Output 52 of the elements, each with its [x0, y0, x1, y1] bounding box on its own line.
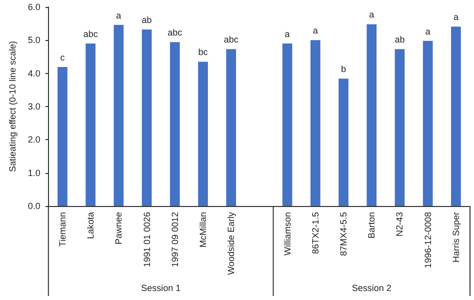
bar: [422, 40, 433, 206]
y-tick-label: 0.0: [28, 201, 40, 211]
bar: [282, 43, 292, 206]
data-label: a: [369, 10, 374, 20]
x-tick-label: Harris Super: [450, 212, 461, 263]
data-label: ab: [394, 34, 405, 45]
bar: [366, 24, 377, 206]
data-label: abc: [83, 28, 98, 39]
data-label: b: [341, 64, 346, 74]
data-label: a: [284, 28, 290, 39]
y-tick-label: 3.0: [28, 102, 40, 112]
text: Session 1: [141, 283, 181, 293]
x-tick-label: 1996-12-0008: [422, 212, 433, 268]
data-label: a: [453, 12, 458, 22]
x-tick-label: 87MX4-5.5: [338, 212, 349, 256]
x-tick-label: Tiemann: [57, 212, 68, 247]
bar: [58, 67, 68, 206]
bar: [338, 78, 348, 206]
bar: [198, 62, 208, 206]
x-tick-label: Pawnee: [114, 212, 124, 245]
x-tick-label: N2-43: [394, 212, 405, 237]
bar: [451, 26, 461, 206]
data-label: ab: [142, 15, 152, 26]
data-label: abc: [168, 28, 183, 38]
y-tick-label: 2.0: [28, 134, 40, 145]
data-label: abc: [224, 34, 239, 45]
bar: [170, 42, 180, 206]
y-axis-title: Satieating effect (0-10 line scale): [8, 41, 18, 172]
y-tick-label: 6.0: [28, 2, 40, 12]
data-label: a: [425, 26, 430, 36]
bar: [310, 40, 320, 206]
bar: [394, 49, 405, 206]
data-label: c: [60, 52, 66, 63]
data-label: a: [116, 10, 122, 20]
bar: [114, 24, 124, 206]
text: Session 2: [352, 283, 392, 293]
x-tick-label: 1991 01 0026: [142, 212, 152, 268]
data-label: bc: [198, 47, 208, 58]
data-label: a: [312, 26, 318, 36]
x-tick-label: Barton: [366, 212, 377, 239]
bar: [226, 49, 236, 206]
y-tick-label: 4.0: [28, 68, 40, 78]
x-tick-label: Williamson: [282, 212, 292, 256]
bar: [86, 43, 96, 206]
bar: [142, 30, 152, 206]
x-tick-label: McMillan: [198, 212, 208, 248]
x-tick-label: 1997 09 0012: [170, 212, 180, 268]
x-tick-label: Woodside Early: [226, 212, 236, 275]
x-tick-label: Lakota: [86, 212, 96, 240]
y-tick-label: 5.0: [28, 35, 40, 46]
y-tick-label: 1.0: [28, 168, 40, 178]
x-tick-label: 86TX2-1.5: [310, 212, 320, 254]
